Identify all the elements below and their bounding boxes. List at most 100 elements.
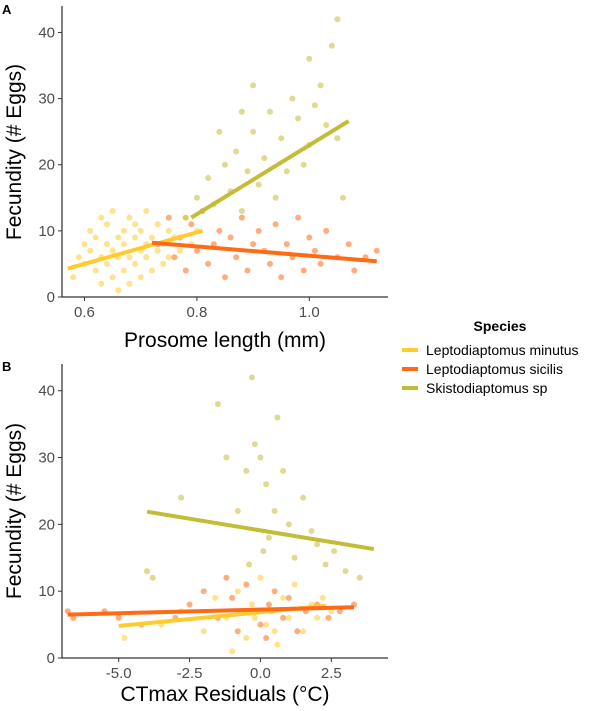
panel-b-point-s1-11 (243, 581, 250, 588)
panel-a-point-s0-5 (87, 247, 94, 254)
panel-b-ticks: 0 10 20 30 40 -5.0 -2.5 0.0 2.5 (38, 383, 341, 682)
panel-a-y-tick-label-0: 0 (47, 289, 55, 306)
panel-a-point-s2-24 (323, 122, 330, 128)
panel-b-point-s0-8 (248, 601, 255, 608)
panel-a-point-s0-27 (132, 260, 139, 267)
panel-a-point-s1-27 (311, 247, 318, 254)
panel-a-point-s1-17 (255, 227, 262, 234)
panel-b-point-s2-17 (300, 494, 306, 501)
panel-b-point-s2-14 (280, 467, 287, 474)
panel-b-point-s2-8 (251, 441, 258, 448)
panel-b-point-s0-6 (234, 588, 241, 595)
panel-a-point-s2-11 (255, 181, 262, 188)
panel-b-point-s1-6 (186, 601, 193, 608)
panel-a-point-s2-8 (244, 168, 251, 175)
panel-b: B 0 10 20 30 40 -5.0 -2.5 0.0 2.5 CTmax Residual… (2, 359, 388, 706)
panel-b-point-s0-13 (280, 594, 287, 601)
panel-a-ticks: 0 10 20 30 40 0.6 0.8 1.0 (38, 24, 319, 321)
panel-b-point-s2-5 (234, 508, 241, 514)
panel-b-letter: B (2, 359, 11, 374)
panel-b-point-s0-16 (300, 628, 306, 635)
panel-a-point-s2-10 (250, 82, 257, 89)
panel-a-point-s0-6 (92, 267, 99, 274)
panel-a-point-s2-29 (216, 128, 223, 135)
panel-a-point-s2-23 (317, 82, 324, 89)
panel-b-x-tick-label-2: 0.0 (250, 665, 271, 682)
panel-a-point-s0-14 (109, 247, 116, 254)
panel-a-point-s1-2 (171, 254, 178, 261)
panel-a-point-s2-9 (250, 128, 257, 135)
panel-b-point-s2-18 (308, 528, 315, 534)
panel-a-point-s2-6 (233, 148, 240, 155)
panel-a-point-s0-25 (126, 280, 133, 287)
panel-b-point-s2-12 (271, 508, 278, 514)
panel-a-point-s0-16 (109, 274, 116, 281)
panel-a-point-s0-39 (160, 260, 167, 267)
panel-b-y-tick-label-1: 10 (38, 583, 55, 600)
panel-a-point-s2-12 (261, 155, 268, 162)
panel-a-point-s2-16 (283, 168, 290, 175)
panel-a-point-s1-32 (351, 267, 358, 274)
panel-b-point-s1-15 (271, 588, 278, 595)
panel-a-point-s1-6 (193, 247, 200, 254)
panel-b-point-s2-0 (144, 568, 150, 575)
panel-a-point-s1-14 (238, 214, 245, 221)
panel-a-point-s0-26 (132, 234, 139, 241)
panel-a-point-s0-21 (120, 267, 127, 274)
panel-b-point-s0-12 (274, 641, 281, 648)
panel-a-point-s0-31 (137, 227, 144, 234)
panel-a-x-tick-label-1: 0.8 (186, 304, 207, 321)
panel-a-point-s0-0 (70, 274, 77, 281)
panel-b-point-s1-3 (115, 614, 122, 621)
panel-a-point-s0-15 (109, 208, 116, 214)
panel-b-y-tick-label-3: 30 (38, 450, 55, 467)
panel-a-point-s1-21 (278, 274, 285, 281)
panel-a-y-tick-label-4: 40 (38, 24, 55, 41)
panel-b-point-s2-9 (257, 454, 264, 461)
panel-a-x-tick-label-0: 0.6 (74, 304, 95, 321)
panel-b-x-tick-label-3: 2.5 (321, 665, 342, 682)
panel-b-point-s1-14 (265, 601, 272, 608)
panel-a-y-tick-label-3: 30 (38, 91, 55, 108)
panel-a-point-s1-25 (300, 267, 307, 274)
panel-a-point-s2-1 (193, 194, 200, 201)
panel-a-point-s0-23 (126, 214, 133, 221)
panel-a-point-s1-34 (373, 247, 380, 254)
panel-b-point-s0-10 (263, 621, 270, 628)
panel-b-y-tick-label-2: 20 (38, 516, 55, 533)
panel-b-point-s2-23 (356, 574, 363, 581)
panel-b-point-s2-2 (178, 494, 185, 501)
panel-b-point-s0-7 (243, 635, 250, 641)
panel-a-point-s0-4 (87, 227, 94, 234)
panel-a-point-s0-41 (165, 227, 172, 234)
panel-b-point-s2-11 (265, 534, 272, 541)
panel-a-point-s2-13 (267, 108, 273, 115)
panel-a-point-s2-0 (182, 214, 189, 221)
panel-a-point-s1-8 (205, 260, 212, 267)
panel-a-point-s1-9 (210, 241, 217, 248)
panel-b-point-s0-14 (285, 614, 292, 621)
panel-a-point-s1-29 (323, 227, 330, 234)
panel-b-point-s1-13 (257, 621, 264, 628)
panel-a-point-s0-33 (143, 208, 150, 214)
panel-b-point-s2-15 (285, 521, 292, 528)
legend-label-2: Skistodiaptomus sp (426, 380, 548, 396)
panel-b-point-s2-4 (223, 454, 230, 461)
panel-a-trend-line-s1 (151, 240, 377, 264)
panel-b-point-s2-10 (263, 481, 270, 488)
panel-b-point-s2-6 (243, 467, 250, 474)
panel-a-point-s2-30 (238, 108, 245, 115)
panel-a-point-s0-38 (154, 221, 161, 228)
panel-b-point-s2-1 (149, 574, 156, 581)
legend-title: Species (474, 318, 527, 334)
panel-b-point-s2-22 (342, 568, 349, 575)
panel-a-point-s0-44 (177, 247, 183, 254)
panel-a-trend-line-s2 (190, 119, 350, 220)
panel-a-point-s1-28 (317, 260, 324, 267)
panel-a-point-s0-35 (148, 267, 155, 274)
panel-b-y-tick-label-0: 0 (47, 650, 55, 667)
panel-a-point-s0-1 (75, 254, 82, 261)
panel-a-point-s2-4 (222, 161, 228, 168)
panel-a-point-s0-8 (98, 214, 105, 221)
